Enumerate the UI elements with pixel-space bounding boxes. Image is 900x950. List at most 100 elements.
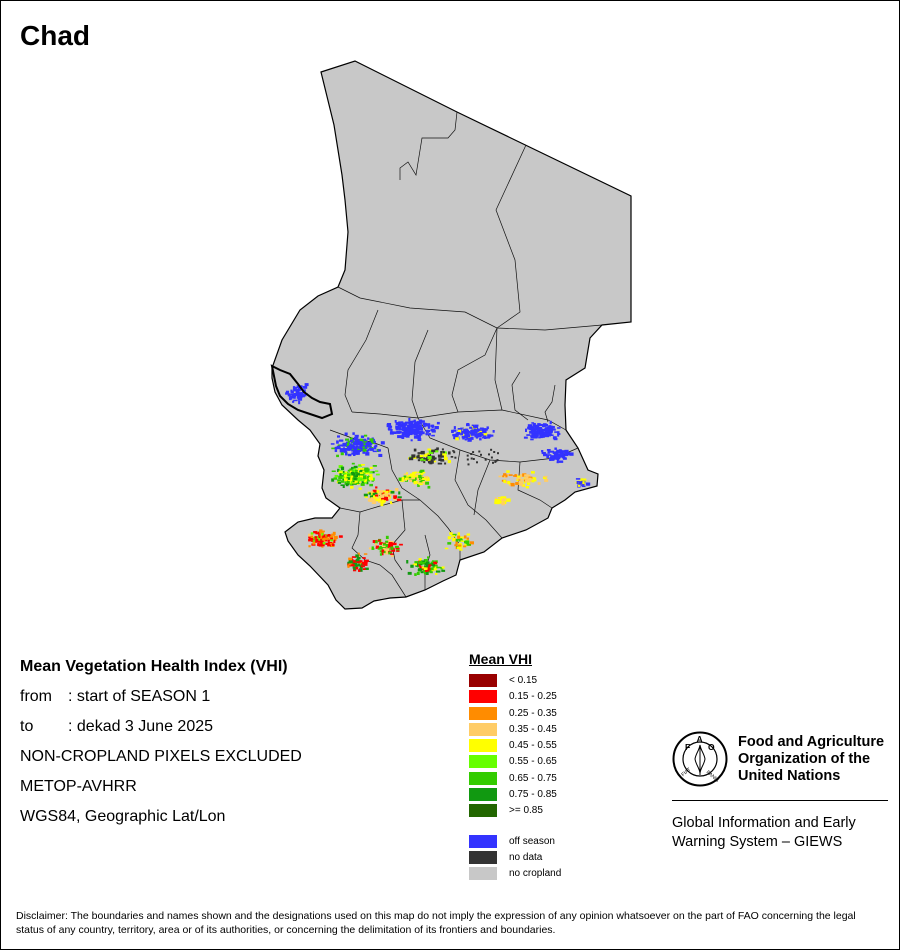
vhi-pixel — [308, 533, 311, 537]
vhi-pixel — [375, 547, 378, 549]
vhi-pixel — [359, 562, 363, 565]
vhi-pixel — [420, 475, 424, 478]
vhi-pixel — [506, 470, 510, 473]
vhi-pixel — [342, 448, 347, 452]
vhi-pixel — [503, 473, 507, 476]
vhi-pixel — [364, 441, 368, 444]
vhi-pixel — [527, 482, 531, 485]
fao-name-line1: Food and Agriculture — [738, 734, 885, 750]
vhi-pixel — [366, 453, 369, 456]
vhi-pixel — [541, 424, 546, 428]
vhi-pixel — [298, 396, 302, 400]
legend-item: < 0.15 — [469, 673, 537, 689]
vhi-pixel — [413, 435, 419, 439]
divider — [672, 800, 888, 801]
vhi-pixel — [346, 482, 349, 486]
logo-letter-o: O — [708, 742, 715, 752]
vhi-pixel — [345, 477, 351, 480]
vhi-pixel — [461, 435, 465, 439]
vhi-pixel — [386, 490, 389, 494]
vhi-pixel — [466, 423, 470, 427]
vhi-pixel — [460, 540, 465, 542]
vhi-pixel — [349, 443, 352, 447]
vhi-pixel — [330, 539, 334, 542]
vhi-pixel — [442, 451, 445, 454]
vhi-pixel — [451, 535, 456, 537]
vhi-pixel — [398, 431, 402, 434]
vhi-pixel — [344, 432, 348, 436]
vhi-pixel — [463, 535, 467, 539]
vhi-pixel — [467, 463, 470, 466]
vhi-pixel — [372, 465, 377, 467]
vhi-pixel — [352, 470, 355, 473]
vhi-pixel — [351, 448, 355, 451]
vhi-pixel — [469, 541, 474, 545]
vhi-pixel — [469, 436, 474, 440]
vhi-pixel — [416, 455, 421, 459]
vhi-pixel — [347, 453, 352, 457]
vhi-pixel — [447, 536, 452, 540]
vhi-pixel — [470, 457, 473, 460]
vhi-pixel — [491, 434, 494, 437]
vhi-pixel — [300, 395, 304, 397]
vhi-pixel — [440, 459, 445, 462]
vhi-pixel — [412, 479, 416, 483]
vhi-pixel — [310, 532, 314, 535]
vhi-pixel — [452, 429, 457, 432]
vhi-pixel — [497, 499, 501, 502]
vhi-pixel — [352, 467, 356, 469]
vhi-pixel — [408, 426, 413, 430]
vhi-pixel — [400, 479, 405, 482]
vhi-pixel — [464, 540, 467, 544]
vhi-pixel — [365, 442, 370, 446]
vhi-pixel — [403, 429, 407, 434]
vhi-pixel — [453, 451, 456, 454]
vhi-pixel — [296, 392, 300, 395]
vhi-pixel — [358, 467, 361, 470]
vhi-pixel — [460, 536, 464, 539]
vhi-pixel — [414, 430, 418, 434]
vhi-pixel — [298, 392, 303, 395]
vhi-pixel — [365, 445, 368, 447]
vhi-pixel — [308, 539, 312, 542]
vhi-pixel — [528, 476, 533, 479]
vhi-pixel — [472, 458, 475, 460]
vhi-pixel — [356, 561, 361, 563]
vhi-pixel — [488, 453, 490, 456]
vhi-pixel — [312, 540, 316, 542]
vhi-pixel — [362, 561, 367, 565]
vhi-pixel — [298, 388, 302, 391]
vhi-pixel — [310, 535, 314, 539]
vhi-pixel — [376, 496, 379, 499]
vhi-pixel — [377, 546, 381, 550]
vhi-pixel — [411, 454, 416, 458]
vhi-pixel — [523, 436, 528, 439]
vhi-pixel — [302, 386, 308, 389]
vhi-pixel — [334, 474, 339, 478]
vhi-pixel — [457, 535, 461, 539]
vhi-pixel — [415, 425, 419, 429]
vhi-pixel — [424, 476, 429, 479]
vhi-pixel — [490, 456, 493, 459]
vhi-pixel — [364, 434, 368, 437]
vhi-pixel — [372, 489, 377, 493]
vhi-pixel — [385, 548, 390, 551]
vhi-pixel — [313, 541, 316, 545]
vhi-pixel — [353, 437, 357, 439]
vhi-pixel — [555, 452, 559, 456]
vhi-pixel — [331, 533, 335, 536]
vhi-pixel — [441, 566, 445, 569]
vhi-pixel — [370, 497, 375, 501]
vhi-pixel — [537, 482, 541, 485]
vhi-pixel — [454, 544, 457, 547]
vhi-pixel — [465, 540, 469, 545]
vhi-pixel — [413, 426, 417, 429]
vhi-pixel — [494, 499, 498, 502]
vhi-pixel — [381, 549, 385, 553]
vhi-pixel — [365, 468, 369, 472]
vhi-pixel — [476, 461, 478, 464]
vhi-pixel — [373, 496, 377, 499]
vhi-pixel — [425, 481, 429, 485]
vhi-pixel — [353, 477, 357, 481]
vhi-pixel — [340, 466, 345, 470]
